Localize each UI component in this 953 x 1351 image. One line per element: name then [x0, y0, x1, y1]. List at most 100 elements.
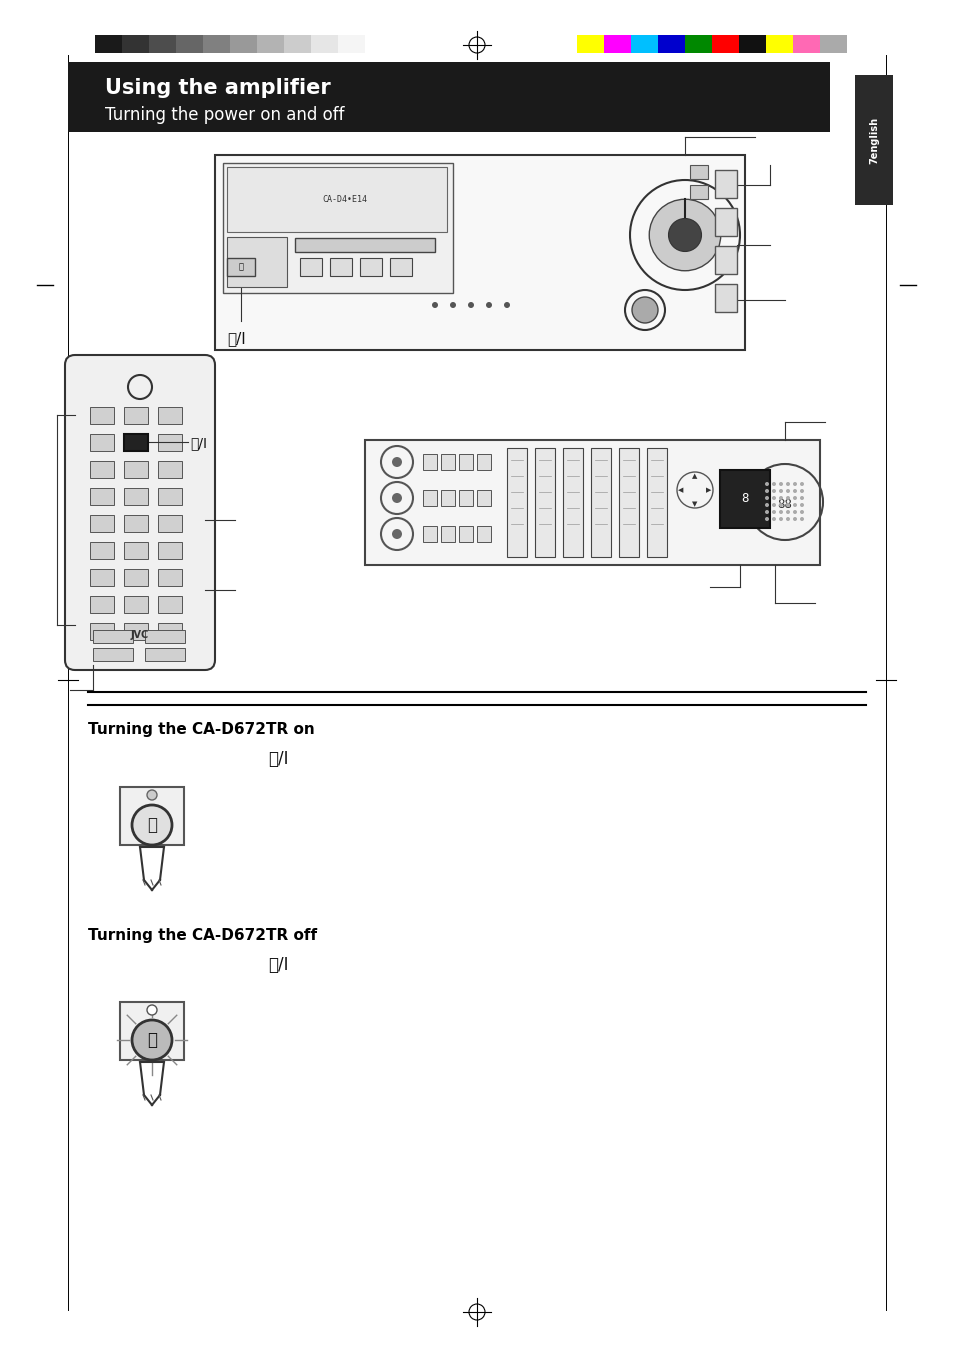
- Circle shape: [792, 482, 796, 486]
- Bar: [124, 407, 148, 424]
- Circle shape: [764, 496, 768, 500]
- Text: BDS: BDS: [722, 480, 737, 485]
- Circle shape: [392, 530, 401, 539]
- Circle shape: [785, 482, 789, 486]
- Bar: [90, 515, 113, 532]
- Circle shape: [800, 503, 803, 507]
- Bar: [227, 168, 447, 232]
- Circle shape: [785, 496, 789, 500]
- Bar: [145, 648, 185, 661]
- Bar: [765, 35, 792, 53]
- Circle shape: [792, 489, 796, 493]
- Circle shape: [771, 482, 775, 486]
- Bar: [175, 35, 203, 53]
- Bar: [535, 449, 555, 557]
- Circle shape: [771, 509, 775, 513]
- Text: ⏻/I: ⏻/I: [268, 750, 288, 767]
- Text: ⏻: ⏻: [147, 1031, 157, 1048]
- Bar: [158, 407, 182, 424]
- Bar: [440, 490, 455, 507]
- Bar: [720, 470, 769, 528]
- Circle shape: [785, 509, 789, 513]
- Bar: [422, 526, 436, 542]
- Bar: [158, 623, 182, 640]
- Text: ⏻/I: ⏻/I: [268, 957, 288, 974]
- Bar: [158, 461, 182, 478]
- Text: JVC: JVC: [131, 630, 149, 640]
- Bar: [359, 258, 381, 276]
- Text: 88: 88: [777, 499, 792, 512]
- Circle shape: [771, 517, 775, 521]
- Bar: [390, 258, 412, 276]
- Circle shape: [631, 297, 658, 323]
- Circle shape: [132, 805, 172, 844]
- FancyBboxPatch shape: [65, 355, 214, 670]
- Bar: [854, 76, 892, 205]
- Bar: [90, 542, 113, 559]
- Bar: [227, 236, 287, 286]
- Bar: [440, 454, 455, 470]
- Bar: [124, 623, 148, 640]
- Circle shape: [764, 503, 768, 507]
- Bar: [440, 526, 455, 542]
- Bar: [562, 449, 582, 557]
- Bar: [145, 630, 185, 643]
- Bar: [658, 35, 684, 53]
- Bar: [476, 490, 491, 507]
- Bar: [149, 35, 175, 53]
- Bar: [284, 35, 311, 53]
- Circle shape: [800, 489, 803, 493]
- Circle shape: [147, 1005, 157, 1015]
- Bar: [223, 163, 453, 293]
- Bar: [124, 488, 148, 505]
- Bar: [124, 542, 148, 559]
- Text: ⏻/I: ⏻/I: [190, 436, 207, 450]
- Bar: [476, 454, 491, 470]
- Bar: [124, 569, 148, 586]
- Bar: [158, 488, 182, 505]
- Circle shape: [132, 1020, 172, 1061]
- Circle shape: [764, 489, 768, 493]
- Circle shape: [668, 219, 700, 251]
- Circle shape: [792, 509, 796, 513]
- Circle shape: [785, 489, 789, 493]
- Circle shape: [771, 503, 775, 507]
- Circle shape: [792, 517, 796, 521]
- Bar: [124, 515, 148, 532]
- Bar: [203, 35, 230, 53]
- Bar: [124, 596, 148, 613]
- Bar: [646, 449, 666, 557]
- Circle shape: [392, 493, 401, 503]
- Text: 8: 8: [740, 493, 748, 505]
- Bar: [711, 35, 739, 53]
- Circle shape: [147, 790, 157, 800]
- Bar: [603, 35, 630, 53]
- Text: ⏻: ⏻: [147, 816, 157, 834]
- Bar: [120, 1002, 184, 1061]
- Bar: [90, 407, 113, 424]
- Bar: [689, 185, 707, 199]
- Text: CA-D4•E14: CA-D4•E14: [322, 196, 367, 204]
- Bar: [90, 434, 113, 451]
- Circle shape: [800, 496, 803, 500]
- Bar: [792, 35, 820, 53]
- Circle shape: [800, 482, 803, 486]
- Bar: [739, 35, 765, 53]
- Circle shape: [800, 509, 803, 513]
- Circle shape: [771, 496, 775, 500]
- Circle shape: [779, 482, 782, 486]
- Bar: [92, 648, 132, 661]
- Circle shape: [649, 199, 720, 270]
- Bar: [311, 35, 337, 53]
- Bar: [422, 490, 436, 507]
- Circle shape: [764, 482, 768, 486]
- Text: ▲: ▲: [692, 473, 697, 480]
- Bar: [90, 488, 113, 505]
- Text: ⏻: ⏻: [238, 262, 243, 272]
- Bar: [506, 449, 526, 557]
- Text: ▼: ▼: [692, 501, 697, 507]
- Bar: [714, 246, 737, 274]
- Bar: [158, 515, 182, 532]
- Circle shape: [779, 489, 782, 493]
- Circle shape: [771, 489, 775, 493]
